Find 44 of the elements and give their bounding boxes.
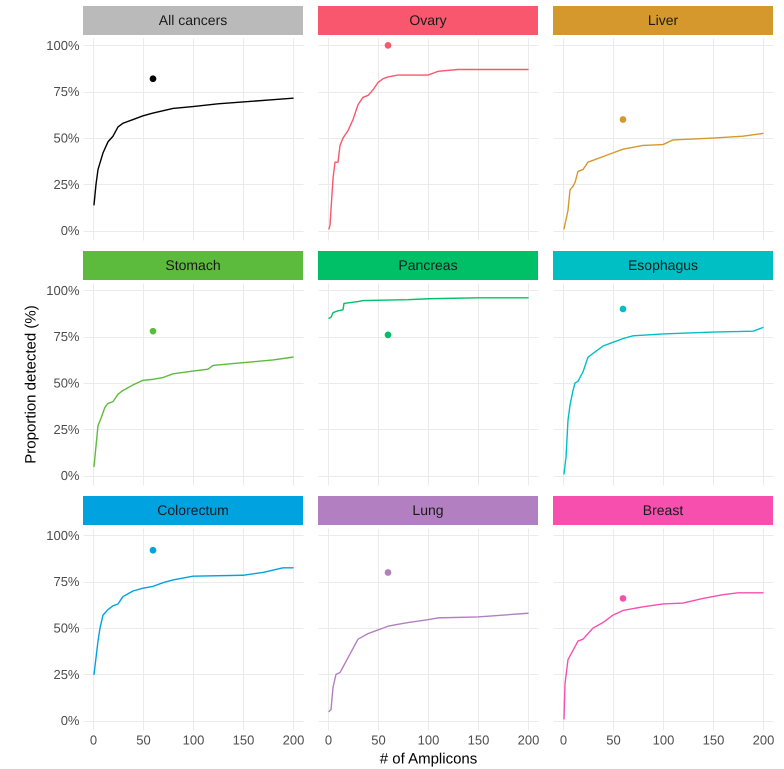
chart-title: Lung <box>412 502 444 518</box>
y-tick-label: 0% <box>60 713 80 728</box>
chart-title: Breast <box>642 502 684 518</box>
y-tick-label: 100% <box>46 282 80 298</box>
chart-title: Liver <box>648 12 679 28</box>
x-tick-label: 50 <box>371 732 386 748</box>
x-tick-label: 0 <box>90 732 98 748</box>
line-series <box>93 356 294 468</box>
x-tick-label: 150 <box>468 732 490 748</box>
y-tick-label: 75% <box>53 574 80 590</box>
x-axis-title: # of Amplicons <box>380 750 478 768</box>
y-tick-label: 100% <box>46 528 80 543</box>
x-tick-label: 100 <box>652 732 674 748</box>
line-series <box>93 567 294 676</box>
x-tick-label: 150 <box>702 732 724 748</box>
y-tick-label: 75% <box>53 84 80 100</box>
y-tick-label: 50% <box>53 130 80 146</box>
y-tick-label: 25% <box>53 176 80 192</box>
line-series <box>93 98 294 206</box>
x-tick-label: 50 <box>606 732 621 748</box>
y-tick-label: 50% <box>53 376 80 391</box>
y-axis-title: Proportion detected (%) <box>22 305 40 464</box>
chart-title: Ovary <box>409 12 447 28</box>
x-tick-label: 200 <box>752 732 774 748</box>
y-tick-label: 25% <box>53 666 80 682</box>
chart-title: Colorectum <box>157 502 229 518</box>
chart-title: Pancreas <box>398 257 458 273</box>
x-tick-label: 200 <box>518 732 540 748</box>
chart-title: All cancers <box>158 12 228 28</box>
y-tick-label: 0% <box>60 468 80 484</box>
x-tick-label: 200 <box>282 732 304 748</box>
chart-title: Esophagus <box>628 257 698 273</box>
chart-title: Stomach <box>165 257 221 273</box>
x-tick-label: 0 <box>560 732 568 748</box>
y-tick-label: 0% <box>60 223 80 238</box>
y-tick-label: 50% <box>53 620 80 636</box>
y-tick-label: 25% <box>53 422 80 437</box>
x-tick-label: 150 <box>232 732 254 748</box>
x-tick-label: 100 <box>182 732 204 748</box>
x-tick-label: 0 <box>324 732 332 748</box>
y-tick-label: 75% <box>53 329 80 344</box>
x-tick-label: 100 <box>418 732 440 748</box>
y-tick-label: 100% <box>46 38 80 53</box>
x-tick-label: 50 <box>136 732 151 748</box>
